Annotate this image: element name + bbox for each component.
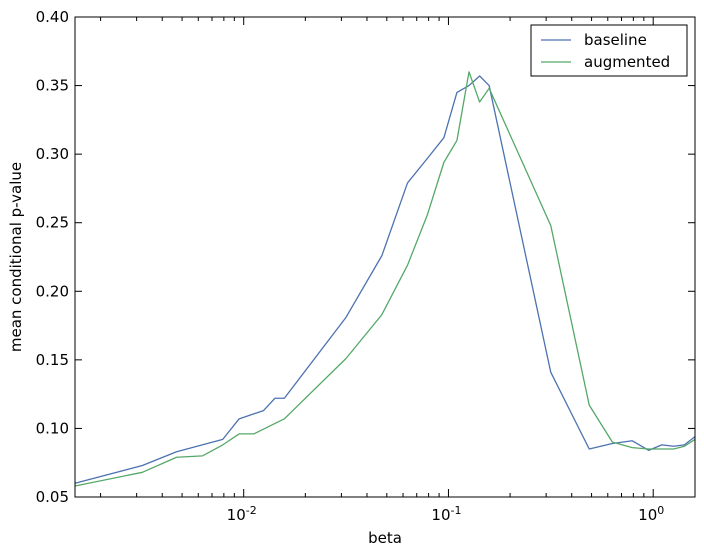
x-tick-label: 10-2: [227, 504, 257, 524]
legend: baseline augmented: [530, 24, 688, 77]
y-tick-label: 0.30: [36, 145, 69, 163]
series-layer: [74, 71, 696, 487]
plot-frame: [74, 16, 696, 498]
legend-box: [530, 24, 688, 77]
series-line-baseline: [74, 75, 696, 484]
x-tick-label: 100: [638, 504, 664, 524]
y-tick-label: 0.25: [36, 214, 69, 232]
y-tick-label: 0.15: [36, 351, 69, 369]
series-line-augmented: [74, 71, 696, 487]
x-tick-label: 10-1: [431, 504, 461, 524]
ticks-layer: [75, 16, 695, 498]
y-axis-label: mean conditional p-value: [7, 162, 25, 352]
y-tick-label: 0.40: [36, 8, 69, 26]
x-axis-label: beta: [368, 529, 402, 547]
legend-label-baseline: baseline: [584, 31, 647, 49]
y-tick-label: 0.05: [36, 488, 69, 506]
y-tick-label: 0.35: [36, 77, 69, 95]
tick-labels-layer: 0.05 0.10 0.15 0.20 0.25 0.30 0.35 0.40 10-2 10-1…: [36, 8, 665, 524]
y-tick-label: 0.10: [36, 419, 69, 437]
legend-label-augmented: augmented: [584, 53, 670, 71]
y-tick-label: 0.20: [36, 282, 69, 300]
